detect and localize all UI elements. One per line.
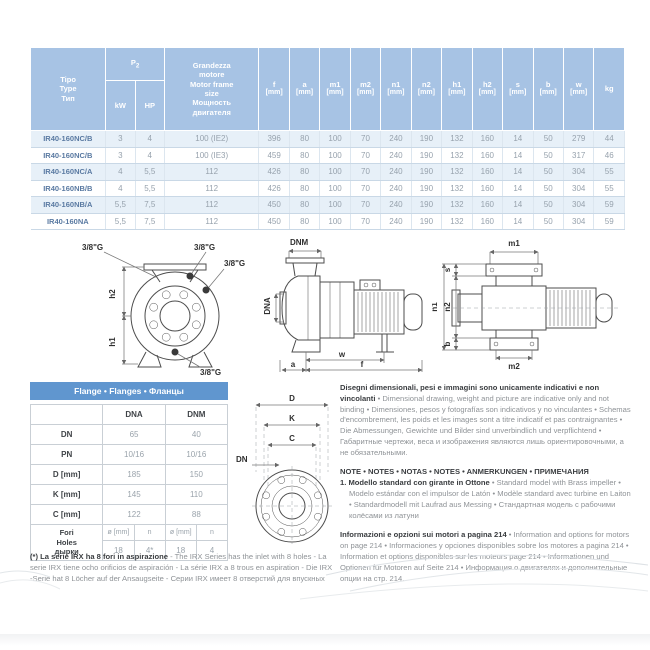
table-row: Fori Holes дырки ø [mm] n ø [mm] n: [29, 524, 229, 561]
flange-table-title: Flange • Flanges • Фланцы: [30, 382, 228, 400]
dim-k-label: K: [289, 414, 295, 423]
table-row: IR40-160NB/A 5,5 7,5 112 450 80 100 70 240 190 1…: [30, 196, 625, 214]
col-header-kg: kg: [593, 47, 625, 131]
wave-decoration: [0, 554, 649, 600]
table-row: IR40-160NA 5,5 7,5 112 450 80 100 70 240 190 132…: [30, 213, 625, 230]
pump-type: IR40-160NC/A: [30, 163, 107, 181]
col-header-p2: P2: [105, 47, 165, 81]
dim-h2-label: h2: [108, 289, 117, 299]
dim-n2-label: n2: [443, 302, 452, 312]
col-header-h1: h1 [mm]: [441, 47, 473, 131]
table-row: DN 65 40: [29, 424, 229, 445]
plug-port-drain: [171, 348, 179, 356]
dim-m1-label: m1: [508, 239, 520, 248]
dim-dn-label: DN: [236, 455, 248, 464]
col-header-n2: n2 [mm]: [410, 47, 443, 131]
holes-label: Fori Holes дырки: [29, 524, 104, 561]
col-header-kw: kW: [105, 80, 136, 131]
dna-label: DNA: [263, 297, 272, 315]
col-header-h2: h2 [mm]: [471, 47, 504, 131]
pump-side-view-drawing: DNM DNA w a f: [263, 238, 423, 373]
col-header-s: s [mm]: [502, 47, 534, 131]
table-row: PN 10/16 10/16: [29, 444, 229, 465]
dim-n1-label: n1: [432, 302, 439, 312]
col-header-f: f [mm]: [258, 47, 290, 131]
table-row: IR40-160NB/B 4 5,5 112 426 80 100 70 240 190 132…: [30, 180, 625, 197]
pump-dimensions-table: Tipo Type Тип P2 Grandezza motore Motor …: [29, 47, 625, 230]
col-header-b: b [mm]: [532, 47, 564, 131]
motors-info-paragraph: Informazioni e opzioni sui motori a pagi…: [340, 530, 630, 583]
flange-table-section: Flange • Flanges • Фланцы DNA DNM DN 65 4…: [29, 382, 229, 561]
note-1: 1. Modello standard con girante in Otton…: [340, 478, 631, 520]
col-header-a: a [mm]: [288, 47, 321, 131]
port-label-drain: 3/8"G: [200, 368, 221, 377]
table-row: D [mm] 185 150: [29, 464, 229, 485]
page-bottom-shadow: [0, 634, 650, 646]
dim-d-label: D: [289, 394, 295, 403]
table-row: IR40-160NC/A 4 5,5 112 426 80 100 70 240 190 132…: [30, 163, 625, 181]
table-row: IR40-160NC/B 3 4 100 (IE2) 396 80 100 70 240 19…: [30, 130, 625, 148]
dim-h1-label: h1: [108, 337, 117, 347]
table-row: DNA DNM: [29, 404, 229, 425]
dim-a-label: a: [291, 360, 296, 369]
pump-type: IR40-160NB/A: [30, 196, 107, 214]
pump-type: IR40-160NB/B: [30, 180, 107, 197]
port-label-top-left: 3/8"G: [82, 243, 103, 252]
col-header-dna: DNA: [102, 404, 166, 425]
plug-port-top: [186, 272, 194, 280]
dim-s-label: s: [443, 267, 452, 272]
col-header-m1: m1 [mm]: [319, 47, 351, 131]
dnm-label: DNM: [290, 238, 309, 247]
port-label-top-right: 3/8"G: [194, 243, 215, 252]
pump-type: IR40-160NC/B: [30, 130, 107, 148]
col-header-n1: n1 [mm]: [380, 47, 412, 131]
notes-heading: NOTE • NOTES • NOTAS • NOTES • ANMERKUNG…: [340, 467, 589, 477]
plug-port-side: [202, 286, 210, 294]
pump-type: IR40-160NC/B: [30, 147, 107, 164]
dim-m2-label: m2: [508, 362, 520, 371]
flange-table: DNA DNM DN 65 40 PN 10/16 10/16 D [mm] 185…: [29, 404, 229, 561]
notes-column: Disegni dimensionali, pesi e immagini so…: [340, 383, 633, 593]
port-label-side: 3/8"G: [224, 259, 245, 268]
table-row: K [mm] 145 110: [29, 484, 229, 505]
table-row: 18 4* 18 4: [31, 540, 229, 561]
disclaimer-paragraph: Disegni dimensionali, pesi e immagini so…: [340, 383, 631, 457]
col-header-w: w [mm]: [562, 47, 595, 131]
col-header-dnm: DNM: [164, 404, 229, 425]
dim-w-label: w: [338, 350, 346, 359]
table-row: C [mm] 122 88: [29, 504, 229, 525]
dim-c-label: C: [289, 434, 295, 443]
dim-b-label: b: [443, 341, 452, 346]
flange-drawing: D K C DN: [236, 394, 332, 544]
dim-f-label: f: [361, 360, 364, 369]
pump-type: IR40-160NA: [30, 213, 107, 230]
pump-top-view-drawing: m1 n1 n2 s b m2: [432, 239, 618, 371]
col-header-type: Tipo Type Тип: [29, 47, 107, 131]
col-header-m2: m2 [mm]: [349, 47, 382, 131]
col-header-frame: Grandezza motore Motor frame size Мощнос…: [163, 47, 260, 131]
table-row: IR40-160NC/B 3 4 100 (IE3) 459 80 100 70 240 19…: [30, 147, 625, 164]
col-header-hp: HP: [134, 80, 166, 131]
irx-footnote: (*) La serie IRX ha 8 fori in aspirazion…: [30, 552, 333, 583]
pump-front-view-drawing: h2 h1 3/8"G 3/8"G 3/8"G 3/8"G: [82, 243, 245, 377]
